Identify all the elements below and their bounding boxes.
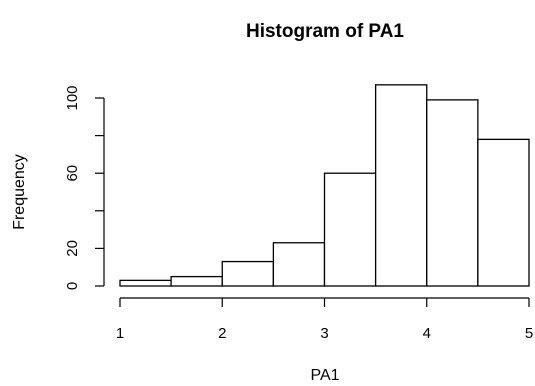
histogram-bar: [272, 242, 326, 287]
x-tick-label: 4: [423, 325, 431, 342]
histogram-bar: [374, 84, 428, 287]
histogram-bar: [221, 260, 275, 287]
x-axis: 1 2 3 4 5: [116, 297, 533, 342]
x-axis-label: PA1: [310, 367, 339, 384]
x-tick-label: 2: [218, 325, 226, 342]
y-axis: 0 20 60 100: [64, 85, 105, 290]
x-tick-label: 3: [320, 325, 328, 342]
histogram-bar: [323, 172, 377, 287]
chart-title: Histogram of PA1: [246, 21, 404, 42]
histogram-bar: [119, 279, 172, 287]
histogram-bar: [477, 138, 530, 287]
y-tick-label: 100: [64, 85, 81, 110]
bars-group: [119, 84, 530, 287]
histogram-bar: [170, 275, 223, 287]
histogram-bar: [426, 99, 479, 287]
y-tick-label: 0: [64, 282, 81, 290]
x-tick-label: 5: [525, 325, 533, 342]
y-tick-label: 60: [64, 165, 81, 182]
y-tick-label: 20: [64, 240, 81, 257]
x-tick-label: 1: [116, 325, 124, 342]
y-axis-label: Frequency: [11, 154, 28, 230]
